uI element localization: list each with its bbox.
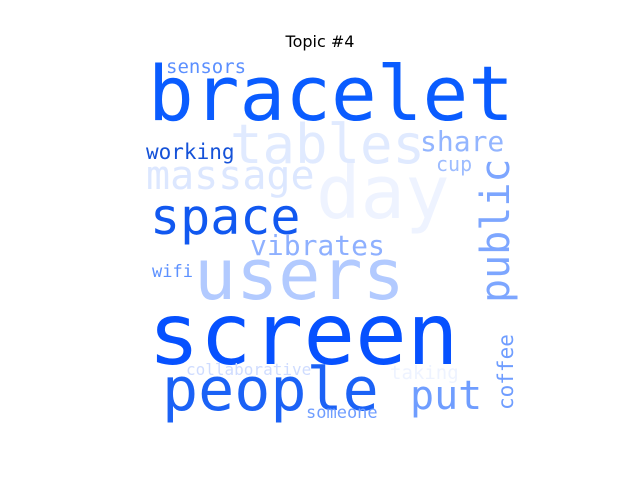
word-cup: cup [436, 152, 473, 176]
word-put: put [410, 373, 483, 419]
word-taking: taking [390, 362, 459, 384]
word-massage: massage [146, 153, 315, 199]
word-screen: screen [148, 285, 459, 385]
word-someone: someone [306, 403, 378, 423]
chart-title: Topic #4 [285, 32, 355, 51]
word-tables: tables [230, 113, 426, 176]
word-people: people [162, 355, 379, 425]
word-users: users [194, 234, 405, 316]
word-sensors: sensors [166, 56, 247, 78]
word-day: day [316, 150, 450, 236]
word-collaborative: collaborative [186, 360, 312, 379]
word-bracelet: bracelet [148, 49, 515, 138]
word-cloud: day tables bracelet sensors share workin… [144, 49, 519, 426]
word-share: share [420, 125, 505, 158]
word-public: public [473, 158, 519, 304]
word-vibrates: vibrates [250, 229, 385, 262]
word-working: working [146, 140, 235, 164]
word-space: space [150, 188, 301, 246]
word-coffee: coffee [494, 334, 518, 410]
word-wifi: wifi [152, 262, 193, 282]
